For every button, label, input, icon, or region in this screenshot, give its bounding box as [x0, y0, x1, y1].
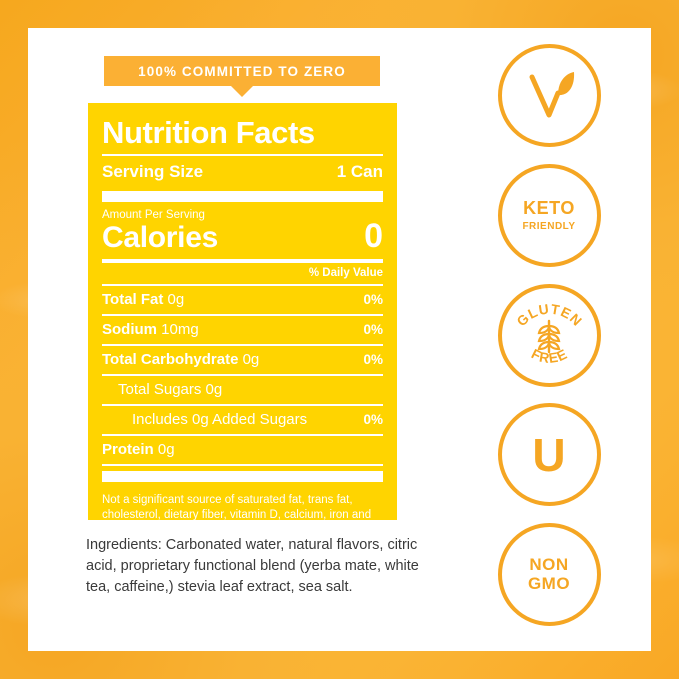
daily-value-header: % Daily Value [308, 266, 383, 279]
divider-med-1 [102, 258, 383, 263]
nutrient-name: Total Carbohydrate 0g [102, 350, 260, 368]
committed-banner-text: 100% COMMITTED TO ZERO [104, 56, 380, 86]
badge-gluten-free: GLUTEN FREE [497, 283, 601, 387]
nutrient-rows: Total Fat 0g 0% Sodium 10mg 0% Total Carbohy… [102, 289, 383, 466]
badge-non-gmo: NON GMO [497, 523, 601, 626]
nutrient-row: Total Carbohydrate 0g 0% [102, 349, 383, 371]
badge-vegan [497, 44, 601, 147]
svg-text:FREE: FREE [528, 345, 569, 366]
nutrient-name: Total Fat 0g [102, 290, 185, 308]
divider-thin-1 [102, 153, 383, 156]
amount-per-serving-label: Amount Per Serving [102, 208, 205, 221]
nutrient-row: Sodium 10mg 0% [102, 319, 383, 341]
vegan-leaf-icon [529, 71, 575, 117]
nutrient-name: Sodium 10mg [102, 320, 199, 338]
divider-thick-2 [102, 470, 383, 482]
serving-size-row: Serving Size 1 Can [102, 159, 383, 186]
serving-size-value: 1 Can [336, 161, 383, 181]
calories-label: Calories [102, 220, 218, 254]
nutrient-row: Includes 0g Added Sugars 0% [102, 409, 383, 431]
divider-thin [102, 433, 383, 436]
nutrient-name: Protein 0g [102, 440, 175, 458]
serving-size-label: Serving Size [102, 161, 204, 181]
gluten-free-arc-text: GLUTEN FREE [513, 300, 586, 366]
badge-kosher: U [497, 403, 601, 507]
divider-thin [102, 463, 383, 466]
badge-non-gmo-line2: GMO [527, 573, 571, 593]
nutrition-facts-title: Nutrition Facts [102, 115, 315, 150]
committed-banner: 100% COMMITTED TO ZERO [104, 56, 380, 97]
divider-thin [102, 313, 383, 316]
nutrient-row: Protein 0g [102, 439, 383, 461]
divider-thin [102, 403, 383, 406]
ingredients-text: Ingredients: Carbonated water, natural f… [86, 537, 419, 596]
nutrient-daily-value: 0% [363, 351, 383, 367]
divider-thin-2 [102, 283, 383, 286]
divider-thin [102, 373, 383, 376]
nutrition-footnote: Not a significant source of saturated fa… [102, 493, 372, 537]
nutrient-daily-value: 0% [363, 321, 383, 337]
nutrient-row: Total Sugars 0g [102, 379, 383, 401]
calories-value: 0 [364, 216, 383, 255]
nutrient-daily-value: 0% [363, 411, 383, 427]
calories-row: Calories 0 [102, 219, 383, 255]
badge-keto: KETO FRIENDLY [497, 163, 601, 267]
nutrient-name: Total Sugars 0g [118, 380, 223, 398]
banner-tail-arrow [231, 86, 253, 97]
svg-text:GLUTEN: GLUTEN [513, 300, 586, 329]
divider-thick-1 [102, 190, 383, 202]
certification-badges: KETO FRIENDLY GLUTEN FREE U [487, 44, 611, 626]
badge-kosher-letter: U [532, 428, 566, 481]
nutrient-daily-value: 0% [363, 291, 383, 307]
badge-keto-line2: FRIENDLY [522, 221, 576, 233]
divider-thin [102, 343, 383, 346]
badge-keto-line1: KETO [523, 198, 575, 219]
badge-non-gmo-line1: NON [529, 554, 569, 574]
nutrient-row: Total Fat 0g 0% [102, 289, 383, 311]
wheat-icon [537, 319, 561, 354]
nutrition-facts-panel: Nutrition Facts Serving Size 1 Can Amoun… [88, 103, 397, 537]
nutrient-name: Includes 0g Added Sugars [132, 410, 308, 428]
